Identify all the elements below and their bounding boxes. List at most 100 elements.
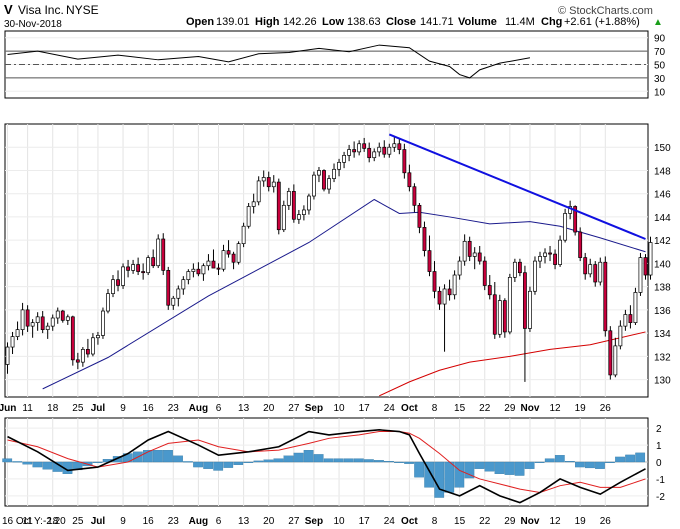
candle-body	[397, 143, 402, 150]
price-tick-label: 136	[654, 306, 671, 317]
price-tick-label: 140	[654, 259, 671, 270]
candle-body	[10, 336, 15, 348]
x-tick-label: Nov	[520, 516, 539, 527]
x-tick-label: 18	[47, 403, 59, 414]
x-tick-label: Oct	[401, 516, 418, 527]
candle-body	[126, 266, 130, 271]
candle-body	[618, 325, 623, 347]
candle-body	[251, 201, 256, 207]
x-tick-label: 19	[575, 516, 587, 527]
candle-body	[307, 195, 311, 211]
candle-body	[191, 268, 196, 272]
candle-body	[402, 149, 407, 174]
macd-histogram-bar	[534, 461, 545, 463]
x-tick-label: Jul	[91, 403, 106, 414]
volume-value: 11.4M	[505, 16, 535, 28]
macd-histogram-bar	[364, 459, 374, 463]
candle-body	[487, 285, 492, 296]
symbol: V	[4, 2, 13, 17]
candle-body	[317, 170, 321, 176]
candle-body	[578, 231, 583, 258]
x-tick-label: 6	[216, 403, 222, 414]
macd-histogram-bar	[283, 455, 294, 463]
candle-body	[281, 204, 286, 231]
x-tick-label: 25	[72, 516, 84, 527]
candle-body	[633, 292, 638, 324]
candle-body	[181, 279, 186, 290]
candle-body	[196, 268, 201, 275]
x-tick-label: 23	[168, 403, 180, 414]
macd-histogram-bar	[293, 452, 304, 463]
candle-body	[337, 161, 341, 170]
low-label: Low	[322, 16, 344, 28]
macd-histogram-bar	[333, 458, 344, 463]
candle-body	[628, 314, 633, 324]
macd-histogram-bar	[263, 459, 274, 463]
candle-body	[301, 209, 306, 215]
x-tick-label: 16	[143, 516, 155, 527]
x-tick-label: 13	[238, 516, 250, 527]
candle-body	[407, 172, 412, 188]
high-label: High	[255, 16, 280, 28]
company-name: Visa Inc.	[18, 3, 64, 17]
candle-body	[452, 274, 457, 296]
exchange: NYSE	[66, 3, 99, 17]
candle-body	[427, 250, 432, 272]
candle-body	[623, 314, 628, 327]
macd-tick-label: 0	[656, 458, 662, 469]
candle-body	[55, 310, 60, 319]
candle-body	[372, 151, 377, 159]
candle-body	[558, 239, 562, 265]
candle-body	[538, 256, 542, 262]
candle-body	[65, 316, 70, 321]
candle-body	[412, 186, 417, 206]
macd-histogram-bar	[303, 450, 314, 463]
candle-body	[533, 260, 537, 292]
macd-histogram-bar	[605, 461, 615, 463]
macd-histogram-bar	[323, 458, 334, 463]
volume-label: Volume	[458, 16, 497, 28]
price-tick-label: 144	[654, 213, 671, 224]
trendline	[388, 133, 646, 240]
candle-body	[502, 300, 507, 333]
candle-body	[296, 214, 301, 220]
candle-body	[482, 260, 487, 286]
x-tick-label: 8	[432, 403, 438, 414]
x-tick-label: 24	[384, 516, 396, 527]
candle-body	[472, 252, 477, 257]
candle-body	[613, 345, 618, 376]
macd-histogram-bar	[353, 458, 364, 463]
candle-body	[382, 146, 387, 155]
candle-body	[106, 293, 110, 312]
macd-histogram-bar	[625, 454, 635, 463]
candle-body	[161, 238, 166, 271]
macd-tick-label: -1	[656, 475, 665, 486]
macd-histogram-bar	[153, 450, 163, 463]
macd-histogram-bar	[595, 461, 605, 469]
candle-body	[5, 346, 10, 365]
candle-body	[507, 276, 512, 333]
macd-histogram-bar	[434, 461, 445, 498]
x-tick-label: 26	[600, 403, 612, 414]
x-tick-label: 15	[454, 516, 466, 527]
candle-body	[512, 261, 517, 278]
candle-body	[256, 180, 261, 203]
macd-histogram-bar	[484, 461, 495, 472]
candle-body	[462, 240, 467, 262]
x-tick-label: 15	[454, 403, 466, 414]
candle-body	[201, 265, 206, 275]
price-tick-label: 138	[654, 283, 671, 294]
candle-body	[186, 271, 191, 281]
macd-histogram-bar	[223, 461, 234, 468]
macd-histogram-bar	[313, 454, 324, 463]
open-value: 139.01	[216, 16, 250, 28]
close-value: 141.71	[420, 16, 454, 28]
candle-body	[553, 253, 557, 265]
chg-value: +2.61 (+1.88%)	[564, 16, 640, 28]
candle-body	[75, 359, 80, 363]
x-tick-label: Aug	[189, 403, 208, 414]
macd-histogram-bar	[32, 461, 43, 468]
macd-histogram-bar	[394, 461, 404, 463]
candle-body	[352, 149, 357, 153]
candle-body	[291, 191, 296, 220]
